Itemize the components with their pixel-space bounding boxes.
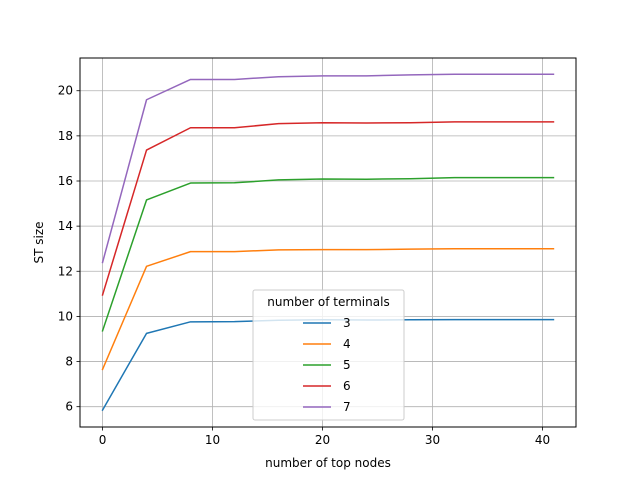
x-axis-ticks: 0 10 20 30 40 xyxy=(99,427,550,447)
y-tick-label: 12 xyxy=(58,264,73,278)
y-tick-label: 10 xyxy=(58,309,73,323)
x-tick-label: 40 xyxy=(535,433,550,447)
series-line-7 xyxy=(101,73,555,264)
plot-frame xyxy=(79,57,577,428)
legend: number of terminals 3 4 5 6 7 xyxy=(252,289,405,421)
legend-box xyxy=(252,289,405,421)
x-tick-label: 20 xyxy=(315,433,330,447)
x-tick-label: 0 xyxy=(99,433,107,447)
legend-items: 3 4 5 6 7 xyxy=(303,316,351,414)
y-tick-label: 14 xyxy=(58,219,73,233)
legend-title: number of terminals xyxy=(267,295,389,309)
legend-label-5: 5 xyxy=(343,358,351,372)
legend-label-4: 4 xyxy=(343,337,351,351)
x-tick-label: 10 xyxy=(205,433,220,447)
y-axis-ticks: 6 8 10 12 14 16 18 20 xyxy=(58,84,80,414)
series-line-5 xyxy=(101,176,555,332)
y-tick-label: 16 xyxy=(58,174,73,188)
legend-label-3: 3 xyxy=(343,316,351,330)
legend-label-7: 7 xyxy=(343,400,351,414)
series-line-6 xyxy=(101,121,555,296)
x-tick-label: 30 xyxy=(425,433,440,447)
y-axis-label: ST size xyxy=(32,221,46,263)
y-tick-label: 18 xyxy=(58,129,73,143)
legend-label-6: 6 xyxy=(343,379,351,393)
x-axis-label: number of top nodes xyxy=(265,456,391,470)
series-line-4 xyxy=(101,247,555,371)
y-tick-label: 6 xyxy=(65,400,73,414)
y-tick-label: 20 xyxy=(58,84,73,98)
y-tick-label: 8 xyxy=(65,355,73,369)
